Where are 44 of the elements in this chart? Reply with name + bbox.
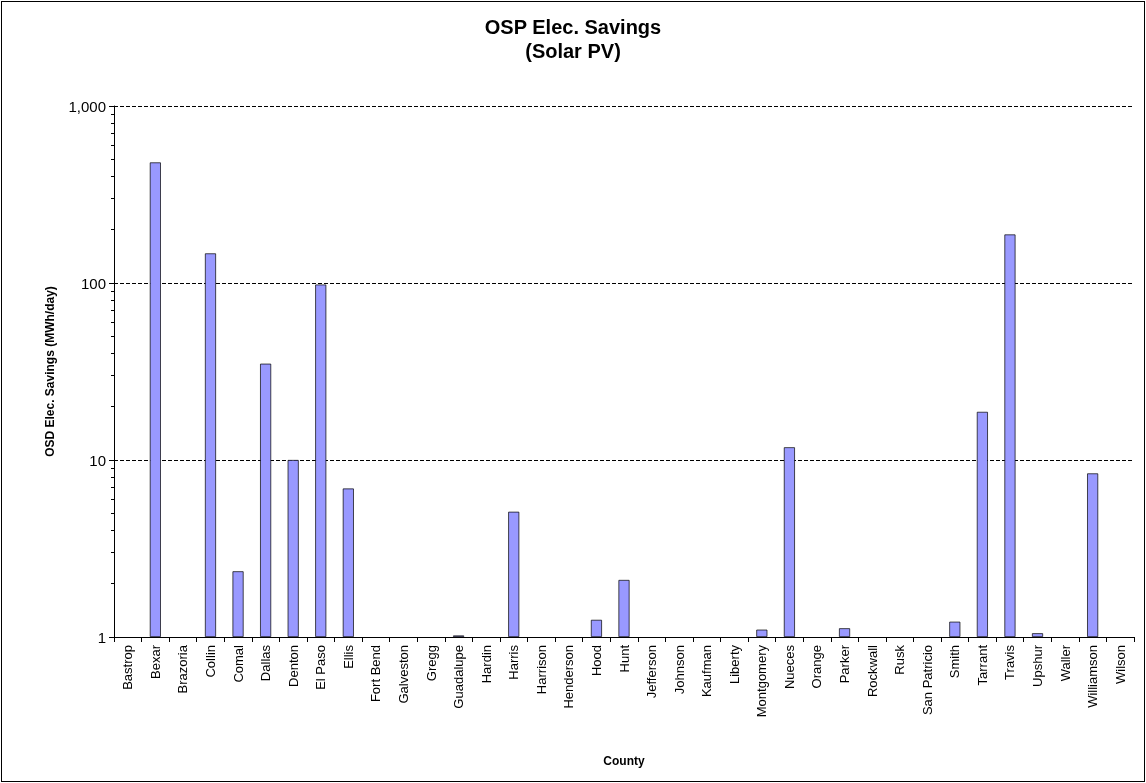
x-tick-label: Rockwall <box>864 644 880 698</box>
y-tick-label: 1 <box>97 628 106 646</box>
y-axis-title: OSD Elec. Savings (MWh/day) <box>43 286 57 457</box>
x-tick-label: Johnson <box>671 645 687 695</box>
x-tick-label: Comal <box>230 644 246 683</box>
x-tick-label: Galveston <box>395 645 411 704</box>
y-tick-label: 1,000 <box>68 97 106 115</box>
x-axis-title: County <box>603 754 645 768</box>
x-tick-label: Harris <box>506 644 522 680</box>
x-tick-label: Dallas <box>258 644 274 682</box>
x-tick-label: Henderson <box>561 645 577 709</box>
x-tick-label: Bexar <box>147 644 163 679</box>
x-tick-label: Brazoria <box>175 644 191 694</box>
x-tick-label: Hardin <box>478 645 494 684</box>
x-tick-label: Collin <box>202 645 218 678</box>
x-tick-label: Williamson <box>1085 645 1101 708</box>
x-tick-label: Smith <box>947 645 963 679</box>
x-tick-label: Guadalupe <box>451 645 467 709</box>
x-tick-label: Hood <box>588 645 604 677</box>
x-tick-label: Denton <box>285 645 301 687</box>
x-tick-label: Wilson <box>1112 645 1128 685</box>
chart-title: OSP Elec. Savings (Solar PV) <box>484 16 662 62</box>
x-tick-label: Tarrant <box>974 644 990 686</box>
x-tick-label: Bastrop <box>120 645 136 690</box>
x-tick-label: Hunt <box>616 644 632 673</box>
x-tick-label: Upshur <box>1030 644 1046 687</box>
x-tick-label: Jefferson <box>644 645 660 699</box>
x-tick-label: Nueces <box>781 644 797 690</box>
x-tick-label: Fort Bend <box>368 645 384 703</box>
y-tick-label: 100 <box>80 274 106 292</box>
x-tick-label: Parker <box>837 644 853 684</box>
x-tick-label: Rusk <box>892 644 908 675</box>
x-tick-label: Gregg <box>423 645 439 682</box>
x-tick-label: Ellis <box>340 644 356 669</box>
x-tick-label: Liberty <box>726 644 742 685</box>
x-tick-label: Travis <box>1002 644 1018 680</box>
x-tick-label: Orange <box>809 645 825 689</box>
x-tick-label: El Paso <box>313 645 329 690</box>
x-tick-label: San Patricio <box>919 645 935 716</box>
x-tick-label: Montgomery <box>754 644 770 718</box>
x-tick-label: Kaufman <box>699 645 715 698</box>
y-tick-label: 10 <box>89 451 106 469</box>
x-tick-label: Harrison <box>533 645 549 695</box>
x-tick-label: Waller <box>1057 644 1073 682</box>
